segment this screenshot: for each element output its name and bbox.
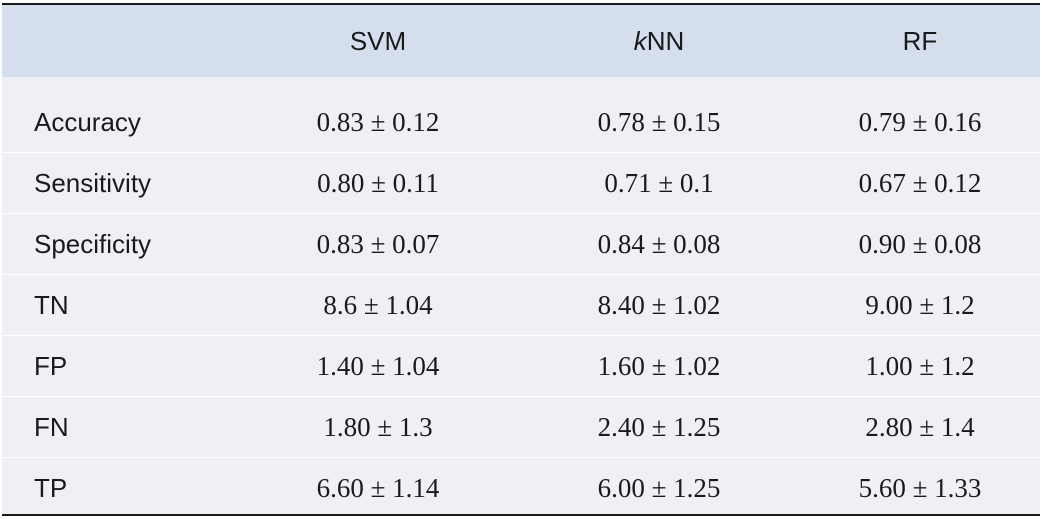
cell-svm: 8.6 ± 1.04 <box>323 289 433 320</box>
table-row: TP 6.60 ± 1.14 6.00 ± 1.25 5.60 ± 1.33 <box>2 458 1040 519</box>
cell-svm: 6.60 ± 1.14 <box>316 473 440 503</box>
cell-knn: 1.60 ± 1.02 <box>597 350 721 381</box>
row-label: Specificity <box>34 228 152 259</box>
row-label: FP <box>34 350 68 381</box>
cell-svm: 1.80 ± 1.3 <box>323 411 433 442</box>
table-row: FN 1.80 ± 1.3 2.40 ± 1.25 2.80 ± 1.4 <box>2 397 1040 458</box>
cell-svm: 0.83 ± 0.12 <box>316 106 440 137</box>
cell-rf: 0.90 ± 0.08 <box>858 228 982 259</box>
cell-svm: 0.80 ± 0.11 <box>317 167 439 198</box>
table-header: SVM kNN RF <box>2 5 1040 77</box>
header-gap <box>2 77 1040 92</box>
table-row: Specificity 0.83 ± 0.07 0.84 ± 0.08 0.90 ± … <box>2 214 1040 275</box>
cell-rf: 1.00 ± 1.2 <box>865 350 975 381</box>
row-label: FN <box>34 411 69 442</box>
table-row: FP 1.40 ± 1.04 1.60 ± 1.02 1.00 ± 1.2 <box>2 336 1040 397</box>
table-row: Accuracy 0.83 ± 0.12 0.78 ± 0.15 0.79 ± 0.1… <box>2 92 1040 153</box>
cell-knn: 8.40 ± 1.02 <box>597 289 721 320</box>
cell-rf: 0.67 ± 0.12 <box>858 167 982 198</box>
table-body: Accuracy 0.83 ± 0.12 0.78 ± 0.15 0.79 ± 0.1… <box>2 92 1040 519</box>
cell-svm: 1.40 ± 1.04 <box>316 350 440 381</box>
cell-knn: 0.78 ± 0.15 <box>597 106 721 137</box>
cell-knn: 0.71 ± 0.1 <box>604 167 714 198</box>
cell-knn: 6.00 ± 1.25 <box>597 473 721 503</box>
table-row: Sensitivity 0.80 ± 0.11 0.71 ± 0.1 0.67 ± 0… <box>2 153 1040 214</box>
cell-rf: 9.00 ± 1.2 <box>865 289 975 320</box>
table-row: TN 8.6 ± 1.04 8.40 ± 1.02 9.00 ± 1.2 <box>2 275 1040 336</box>
row-label: Accuracy <box>34 106 141 137</box>
header-svm: SVM <box>349 25 407 56</box>
cell-svm: 0.83 ± 0.07 <box>316 228 440 259</box>
results-table: SVM kNN RF Accuracy 0.83 ± 0.12 0.78 ± 0.1… <box>2 3 1040 516</box>
header-knn-rest: NN <box>646 25 685 56</box>
cell-knn: 0.84 ± 0.08 <box>597 228 721 259</box>
cell-rf: 0.79 ± 0.16 <box>858 106 982 137</box>
header-rf: RF <box>902 25 938 56</box>
row-label: TP <box>34 473 68 503</box>
header-knn-k: k <box>633 25 647 56</box>
header-knn: kNN <box>518 26 800 57</box>
cell-knn: 2.40 ± 1.25 <box>597 411 721 442</box>
row-label: TN <box>34 289 69 320</box>
cell-rf: 5.60 ± 1.33 <box>858 473 982 503</box>
cell-rf: 2.80 ± 1.4 <box>865 411 975 442</box>
row-label: Sensitivity <box>34 167 152 198</box>
